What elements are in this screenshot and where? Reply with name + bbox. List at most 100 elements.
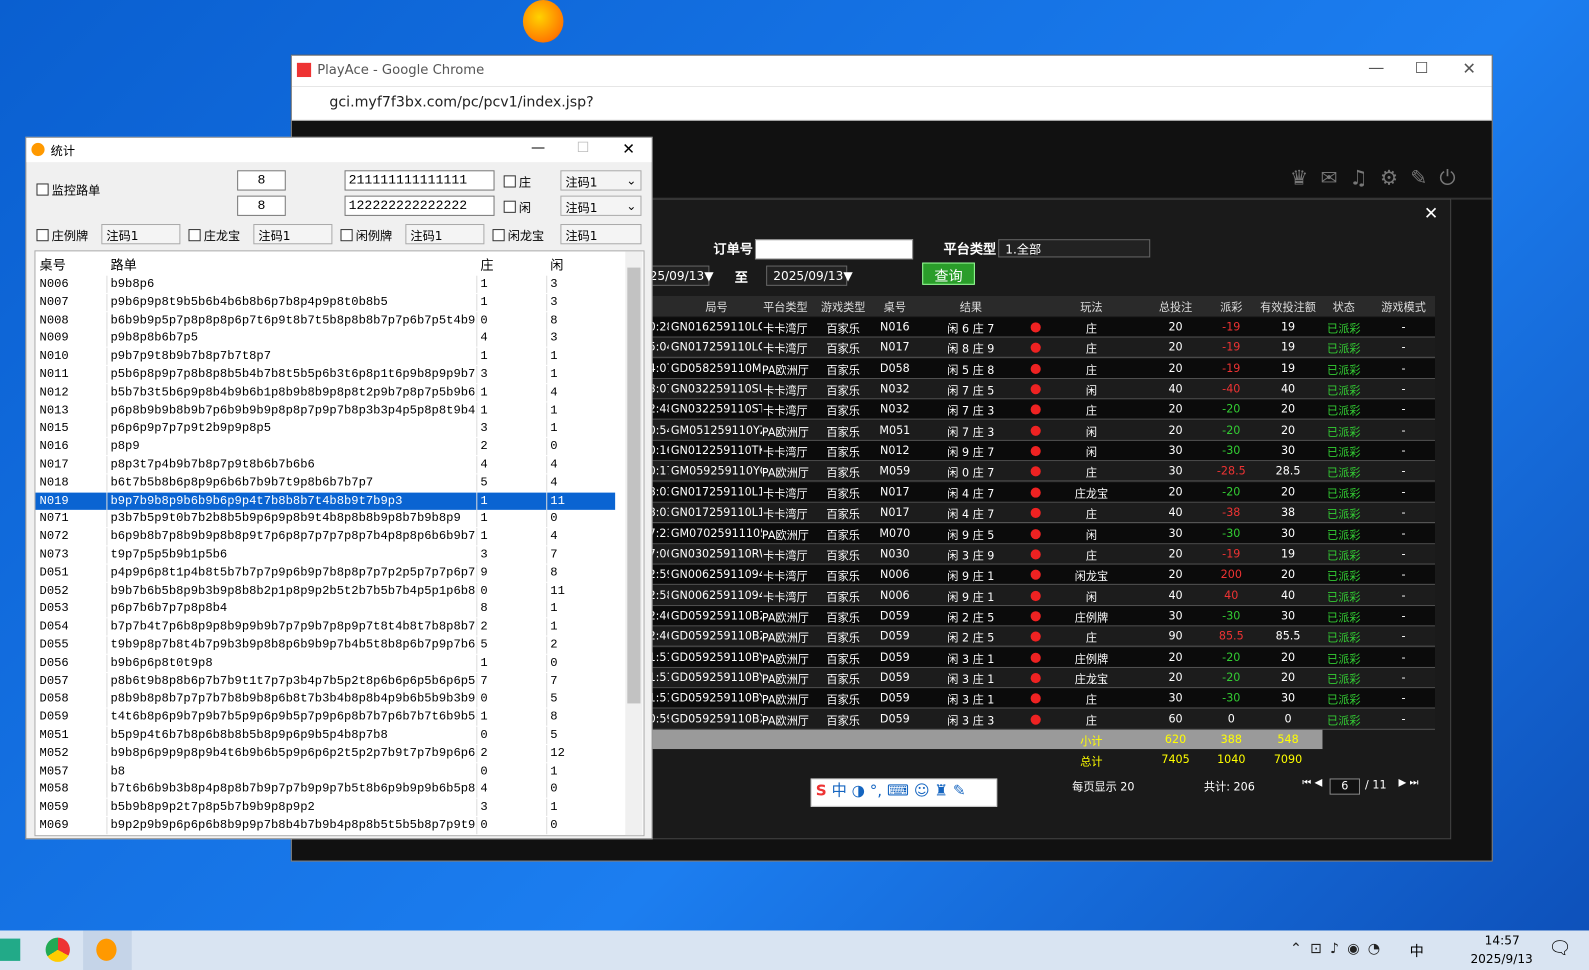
cell: N007 — [39, 294, 69, 309]
table-row[interactable]: D054 b7p7b4t7p6b8p9p8b9p9b9b7p7p9b7p8p9p7… — [35, 618, 615, 636]
close[interactable]: ✕ — [622, 139, 635, 159]
toolbar-icons[interactable]: ♛✉♫⚙✎⏻ — [1290, 165, 1468, 190]
code-select[interactable]: 注码1 — [101, 224, 181, 245]
cell-divider — [476, 618, 478, 636]
clock-time[interactable]: 14:57 — [1484, 933, 1520, 948]
cell: b9b8p6p9p9p8p9b4t6b9b6b5p9p6p6p2t5p2p7b9… — [110, 745, 476, 760]
table-row[interactable]: N010 p9b7p9t8b9b7b8p7b7t8p7 1 1 — [35, 347, 615, 366]
sequence-input[interactable]: 122222222222222 — [344, 195, 495, 216]
table-row[interactable]: M069 b9p2p9b9p6p6p6b8b9p9p7b8b4b7b9b4p8p8… — [35, 816, 615, 835]
code-select[interactable]: 注码1 — [560, 224, 642, 245]
table-row[interactable]: M052 b9b8p6p9p9p8p9b4t6b9b6b5p9p6p6p2t5p2… — [35, 744, 615, 763]
minimize[interactable]: — — [1368, 57, 1385, 78]
checkbox[interactable]: 庄龙宝 — [188, 227, 240, 244]
table-row[interactable]: D059 t4t6b8p6p9b7p9b7b5p9p6p9b5p7p9p6p8b7… — [35, 708, 615, 726]
checkbox[interactable]: 庄例牌 — [36, 227, 88, 244]
taskbar-app[interactable] — [0, 938, 21, 961]
table-row[interactable]: D057 p8b6t9b8p8b6p7b7b9t1t7p7p3b4p7b5p2t8… — [35, 672, 615, 690]
table-row[interactable]: N013 p6p8b9b9b8b9b7p6b9b9b9p8p8p7p9p7b8p3… — [35, 401, 615, 420]
cell: 0 — [480, 691, 488, 706]
cell: N073 — [39, 547, 69, 562]
table-row[interactable]: N016 p8p9 2 0 — [35, 438, 615, 456]
code-select[interactable]: 注码1 ⌄ — [560, 170, 642, 191]
cell-divider — [546, 546, 548, 564]
table-row[interactable]: N018 b6t7b5b8b6p8p9p6b6b7b9b7t9p8b6b7b7p7… — [35, 474, 615, 492]
table-row[interactable]: N009 p9b8p8b6b7p5 4 3 — [35, 329, 615, 348]
table-row[interactable]: M058 b7t6b6b9b3b8p4p8p8b7b9p7p7b9p9p7b5t8… — [35, 780, 615, 799]
table-row[interactable]: D056 b9b6p6p8t0t9p8 1 0 — [35, 654, 615, 672]
cell: 3 — [480, 547, 488, 562]
checkbox[interactable]: 庄 — [503, 173, 531, 190]
table-row[interactable]: N072 b6p9b8b7p8b9b9p8b8p9t7p6p8p7p7p7p8p7… — [35, 528, 615, 546]
cell: 5 — [480, 475, 488, 490]
count-input[interactable]: 8 — [237, 170, 286, 191]
cell-divider — [106, 401, 108, 420]
tray-icons[interactable]: ⌃⊡♪◉◔ — [1290, 940, 1389, 957]
table-row[interactable]: D058 p8b9b8p8b7p7p7b7b8b9b8p6b8t7b3b4b8p8… — [35, 690, 615, 708]
code-select[interactable]: 注码1 — [405, 224, 485, 245]
url[interactable]: gci.myf7f3bx.com/pc/pcv1/index.jsp? — [329, 94, 594, 111]
minimize[interactable]: — — [531, 139, 546, 157]
cell: M059 — [39, 799, 69, 815]
code-select[interactable]: 注码1 ⌄ — [560, 195, 642, 216]
checkbox[interactable]: 闲龙宝 — [492, 227, 544, 244]
chrome-icon[interactable] — [45, 937, 70, 962]
cell: 3 — [480, 366, 488, 382]
title-bar: 统计 — ☐ ✕ — [26, 137, 652, 163]
cell-divider — [106, 780, 108, 799]
desktop-icon[interactable] — [522, 0, 564, 43]
table-row[interactable]: M057 b8 0 1 — [35, 762, 615, 781]
cell-divider — [476, 528, 478, 546]
cell-divider — [106, 582, 108, 600]
cell-divider — [546, 618, 548, 636]
dialog-close[interactable]: ✕ — [1423, 203, 1439, 225]
cell: 4 — [480, 330, 488, 346]
cell-divider — [546, 420, 548, 438]
table-row[interactable]: N006 b9b8p6 1 3 — [35, 275, 615, 293]
table-row[interactable]: N017 p8p3t7p4b9b7b8p7p9t8b6b7b6b6 4 4 — [35, 456, 615, 474]
table-row[interactable]: D052 b9b7b6b5b8p9b3b9p8b8b2p1p8p9p2b5t2b7… — [35, 582, 615, 600]
checkbox[interactable]: 闲 — [503, 199, 531, 216]
cell-divider — [106, 816, 108, 835]
table-row[interactable]: N011 p5b6p8p9p7p8b8p8b5b4b7b8t5b5p6b3t6p8… — [35, 365, 615, 384]
cell-divider — [476, 654, 478, 672]
scroll-thumb[interactable] — [627, 267, 641, 704]
cell-divider — [476, 636, 478, 654]
table-row[interactable]: N015 p6p6p9p7p7p9t2b9p9p8p5 3 1 — [35, 420, 615, 438]
cell: D054 — [39, 619, 69, 634]
favicon — [296, 62, 312, 78]
cell: b9b8p6 — [110, 276, 155, 291]
maximize[interactable]: ☐ — [1414, 58, 1429, 78]
count-input[interactable]: 8 — [237, 195, 286, 216]
checkbox[interactable]: 闲例牌 — [340, 227, 392, 244]
cell: p6p6p9p7p7p9t2b9p9p8p5 — [110, 421, 272, 436]
active-app[interactable] — [83, 930, 132, 970]
close[interactable]: ✕ — [1462, 58, 1476, 79]
table-row[interactable]: N071 p3b7b5p9t0b7b2b8b5b9p6p9p8b9t4b8p8b8… — [35, 510, 615, 528]
table-row[interactable]: M059 b5b9b8p9p2t7p8p5b7b9b9p8p9p2 3 1 — [35, 798, 615, 817]
scrollbar[interactable] — [625, 251, 643, 836]
cell-divider — [546, 726, 548, 744]
cell: 1 — [550, 619, 558, 634]
table-row[interactable]: D053 p6p7b6b7p7p8p8b4 8 1 — [35, 600, 615, 618]
address-bar[interactable]: gci.myf7f3bx.com/pc/pcv1/index.jsp? — [291, 86, 1492, 121]
table-row[interactable]: N007 p9b6p9p8t9b5b6b4b6b8b6p7b8p4p9p8t0b8… — [35, 293, 615, 311]
table-row[interactable]: D051 p4p9p6p8t1p4b8t5b7b7p7p9p6b9p7b8p8p7… — [35, 564, 615, 582]
cell-divider — [476, 492, 478, 510]
table-row[interactable]: N073 t9p7p5p5b9b1p5b6 3 7 — [35, 546, 615, 564]
table-row[interactable]: D055 t9b9p8p7b8t4b7p9b3b9p8b8p6b9b9p7b4b5… — [35, 636, 615, 654]
clock-date[interactable]: 2025/9/13 — [1470, 951, 1533, 966]
table-row[interactable]: N019 b9p7b9b8p9b6b9b6p9p4t7b8b8b7t4b8b9t7… — [35, 492, 616, 510]
table-row[interactable]: M051 b5p9p4t6b7b8p6b8b8b5b8p9p6p9b5p4b8p7… — [35, 726, 615, 744]
monitor-checkbox[interactable]: 监控路单 — [36, 181, 100, 198]
notifications[interactable]: 🗨 — [1548, 937, 1572, 959]
cell: 7 — [550, 673, 558, 688]
ime-indicator[interactable]: 中 — [1409, 943, 1424, 960]
code-select[interactable]: 注码1 — [253, 224, 333, 245]
ime-toolbar[interactable]: S 中 ◑ °, ⌨ ☺ ♜ ✎ — [810, 778, 998, 807]
table-row[interactable]: N008 b6b9b9p5p7p8p8p8p6p7t6p9t8b7t5b8p8b8… — [35, 311, 615, 330]
cell: N009 — [39, 330, 69, 346]
sequence-input[interactable]: 211111111111111 — [344, 170, 495, 191]
table-row[interactable]: N012 b5b7b3t5b6p9p8b4b9b6b1p8b9b8b9p8p8t2… — [35, 383, 615, 402]
